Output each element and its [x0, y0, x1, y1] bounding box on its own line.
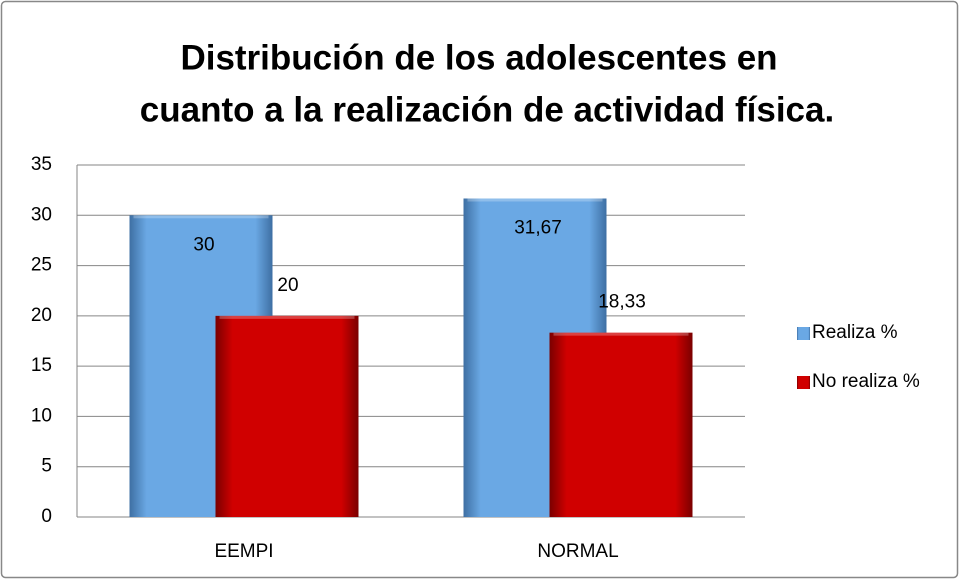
x-tick-label: NORMAL — [537, 541, 618, 562]
y-tick-label: 25 — [31, 255, 52, 276]
bar-top — [133, 215, 269, 219]
bar-top — [553, 332, 689, 336]
y-tick-label: 30 — [31, 204, 52, 225]
bar — [549, 332, 693, 517]
data-label: 18,33 — [598, 292, 646, 313]
data-label: 31,67 — [514, 218, 562, 239]
y-tick-label: 15 — [31, 355, 52, 376]
bar — [215, 315, 359, 517]
chart-title: cuanto a la realización de actividad fís… — [140, 90, 834, 129]
legend-label: No realiza % — [812, 371, 920, 392]
data-label: 30 — [193, 234, 214, 255]
x-tick-label: EEMPI — [214, 541, 273, 562]
y-tick-label: 35 — [31, 154, 52, 175]
bar-top — [219, 315, 355, 319]
data-label: 20 — [277, 275, 298, 296]
chart-title: Distribución de los adolescentes en — [180, 38, 777, 77]
legend-label: Realiza % — [812, 322, 898, 343]
y-tick-label: 20 — [31, 305, 52, 326]
legend-marker — [797, 327, 810, 340]
y-tick-label: 5 — [41, 456, 52, 477]
y-tick-label: 0 — [41, 506, 52, 527]
legend-marker — [797, 376, 810, 389]
y-tick-label: 10 — [31, 405, 52, 426]
bar-top — [467, 198, 603, 202]
